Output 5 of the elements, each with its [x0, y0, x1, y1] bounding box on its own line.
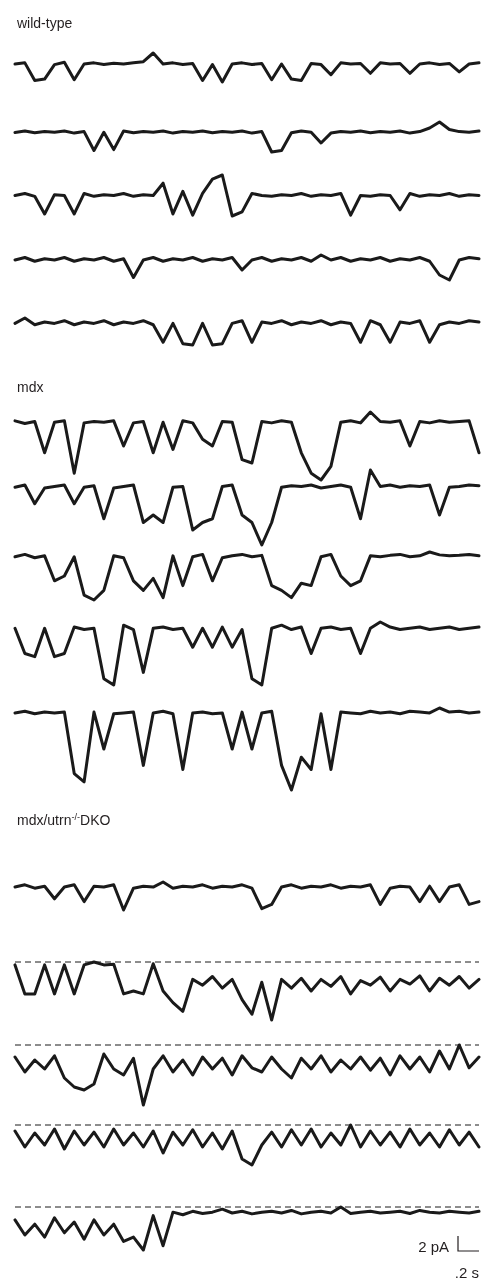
- annotation: 2 pA: [418, 1238, 449, 1255]
- text: .2 s: [454, 1264, 479, 1281]
- chart-title: wild-type: [16, 15, 73, 31]
- chart-title: mdx/utrn$^{-/-}$DKO: [17, 812, 111, 828]
- chart-title: mdx: [17, 379, 44, 395]
